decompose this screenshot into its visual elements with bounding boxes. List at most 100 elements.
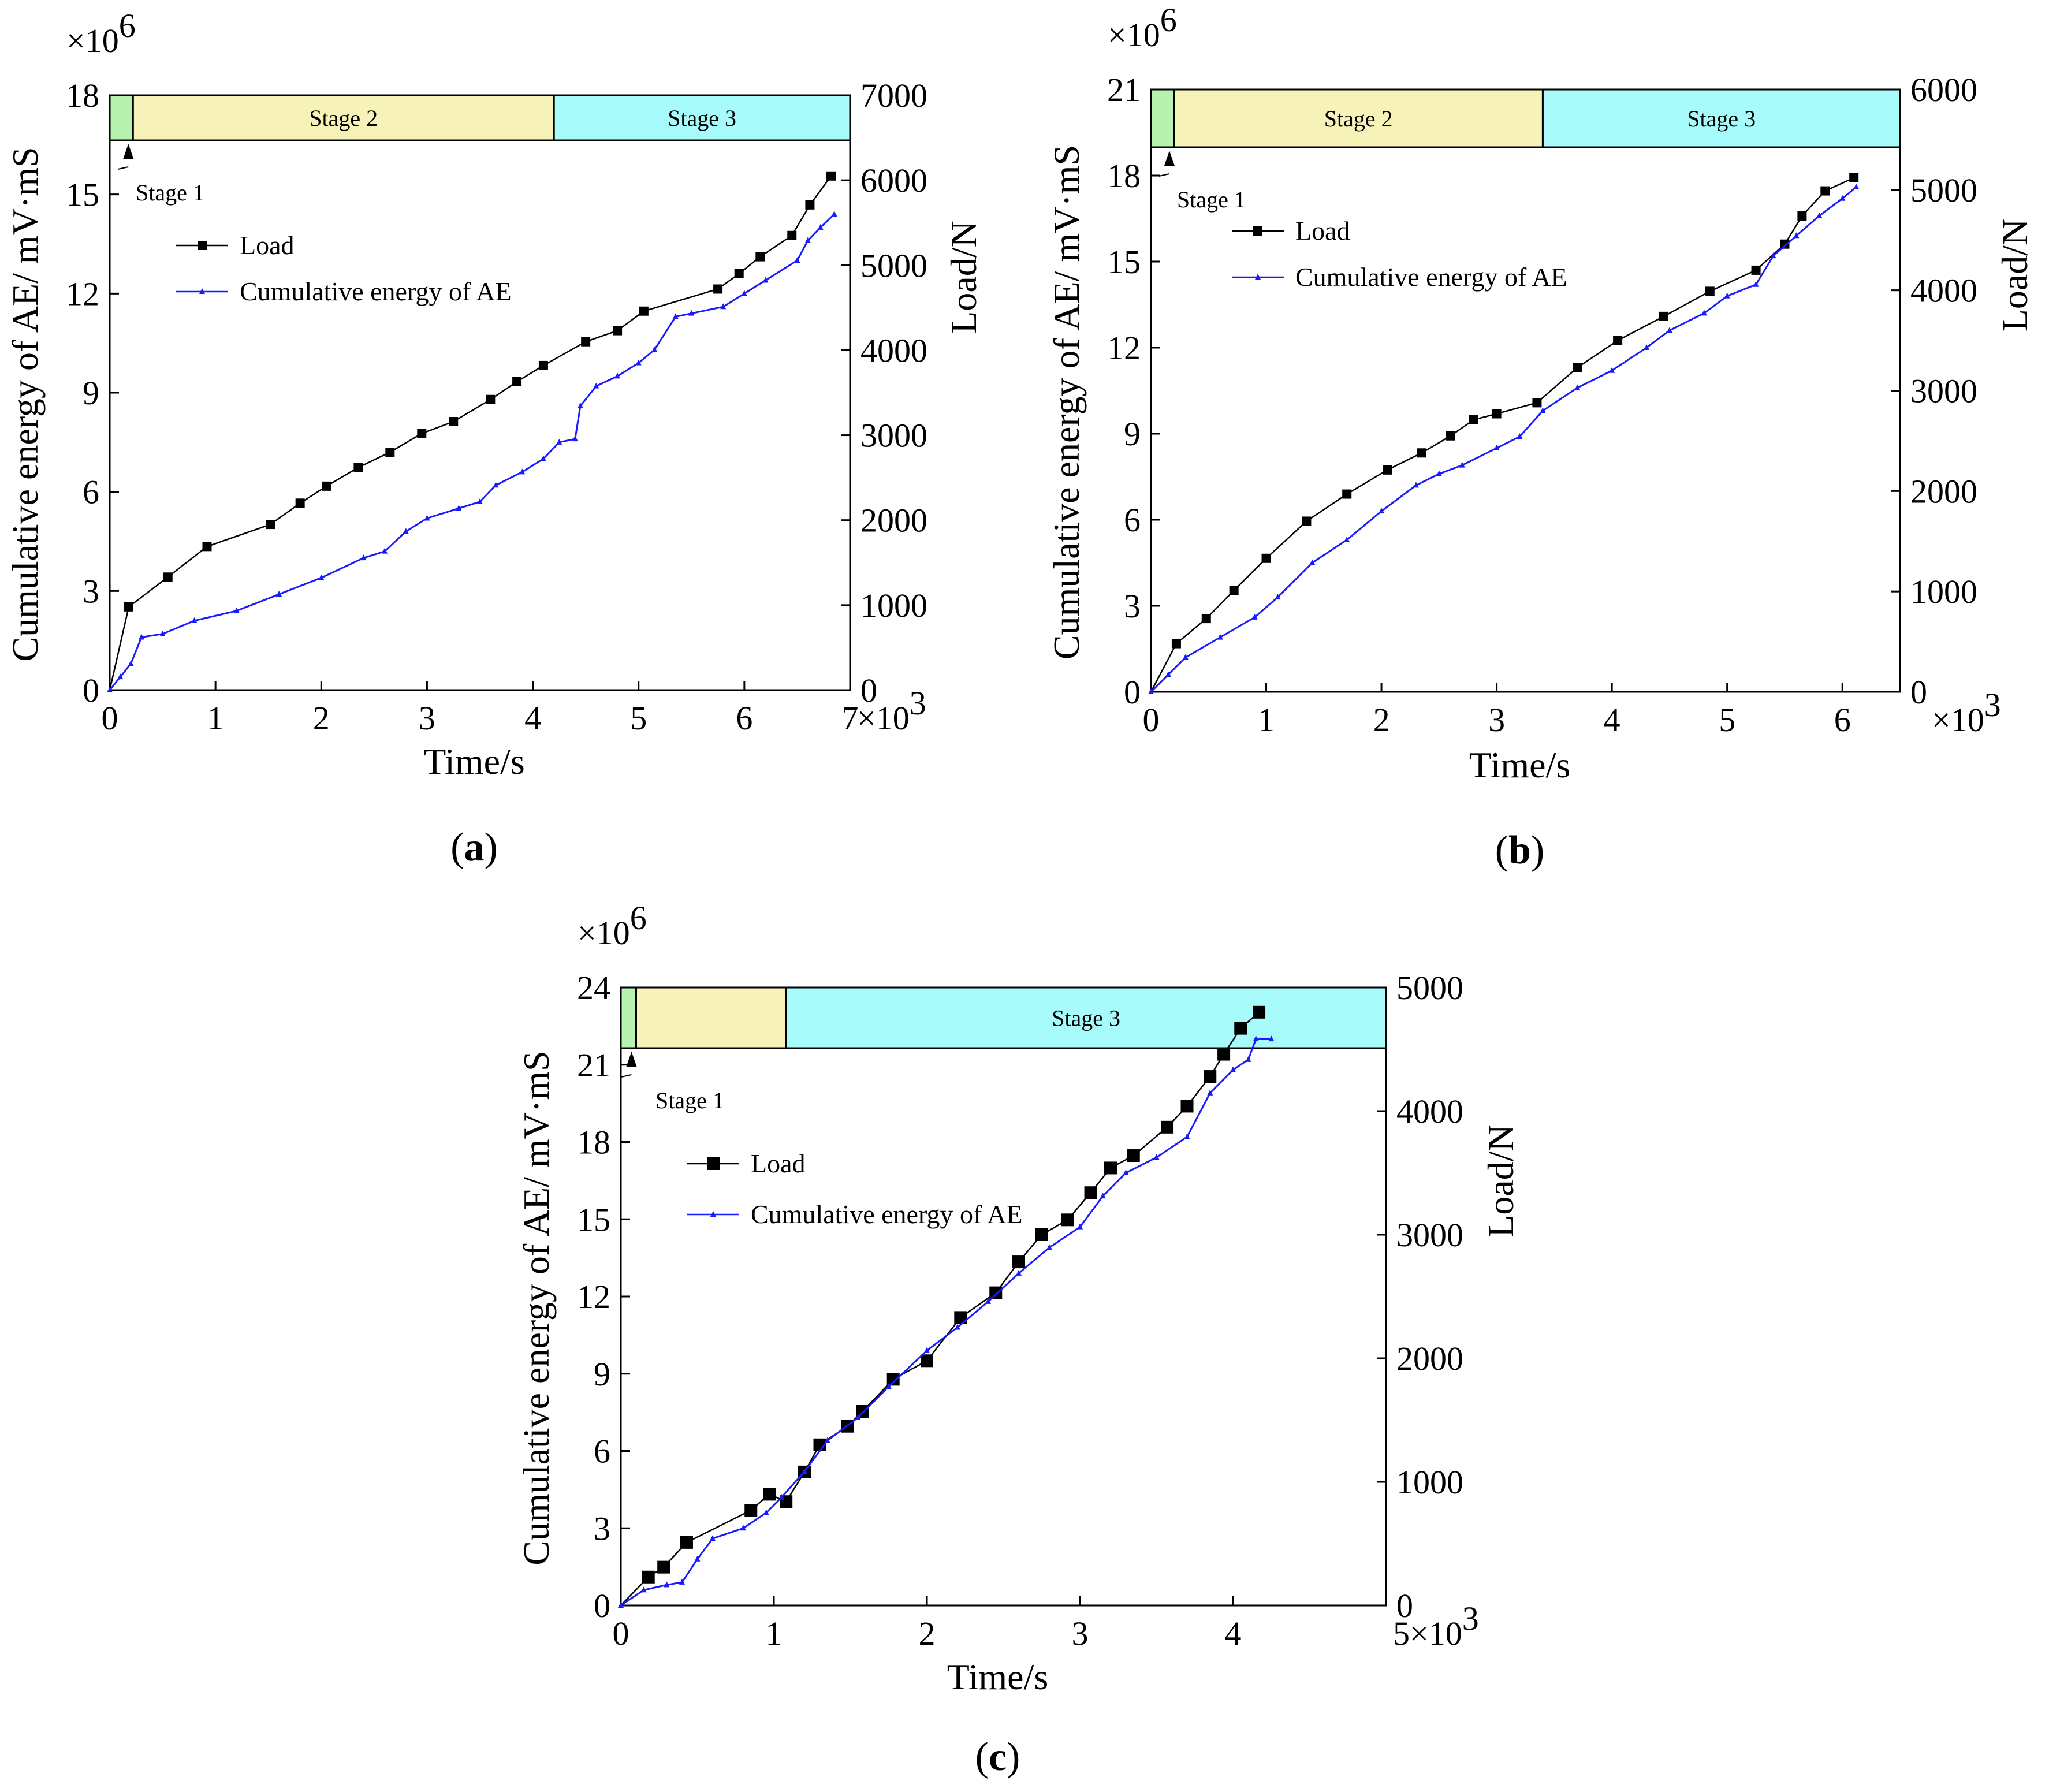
data-point-square bbox=[1204, 1070, 1217, 1083]
x-tick-label: 7 bbox=[842, 699, 859, 737]
data-point-square bbox=[1383, 465, 1392, 475]
data-point-triangle bbox=[1701, 310, 1707, 316]
y-left-tick-label: 18 bbox=[577, 1124, 610, 1161]
series-line bbox=[109, 213, 835, 691]
data-point-triangle bbox=[955, 1324, 960, 1330]
data-point-triangle bbox=[740, 1525, 746, 1531]
y-right-tick-label: 6000 bbox=[1910, 71, 1977, 109]
data-point-triangle bbox=[1666, 327, 1672, 333]
data-point-triangle bbox=[635, 359, 642, 366]
data-point-square bbox=[486, 394, 496, 404]
y-left-tick-label: 0 bbox=[83, 672, 99, 709]
data-point-triangle bbox=[1268, 1035, 1275, 1042]
data-point-square bbox=[954, 1311, 967, 1324]
y-left-tick-label: 3 bbox=[594, 1510, 610, 1547]
panel-letter: a bbox=[464, 825, 485, 870]
stage-band bbox=[553, 94, 851, 141]
y-left-tick-label: 6 bbox=[1124, 501, 1141, 539]
panel-letter: c bbox=[989, 1735, 1007, 1779]
data-point-triangle bbox=[1540, 407, 1546, 413]
data-point-triangle bbox=[778, 1493, 785, 1500]
data-point-square bbox=[1061, 1213, 1074, 1227]
stage-label: Stage 3 bbox=[1687, 106, 1756, 132]
data-point-triangle bbox=[1217, 634, 1223, 640]
data-point-square bbox=[1446, 431, 1455, 441]
x-tick-label: 0 bbox=[1143, 701, 1160, 739]
data-point-square bbox=[1234, 1022, 1247, 1035]
y-multiplier-exp: 6 bbox=[1160, 1, 1177, 39]
data-point-square bbox=[1417, 448, 1426, 458]
data-point-square bbox=[266, 520, 275, 530]
data-point-square bbox=[886, 1373, 900, 1386]
data-point-triangle bbox=[1207, 1089, 1213, 1096]
data-point-square bbox=[763, 1488, 776, 1501]
data-point-square bbox=[1261, 553, 1271, 563]
y-right-tick-label: 4000 bbox=[1910, 272, 1977, 310]
data-point-triangle bbox=[664, 1581, 670, 1588]
data-point-triangle bbox=[593, 382, 599, 389]
y-left-tick-label: 21 bbox=[1107, 71, 1141, 109]
plot-frame bbox=[620, 986, 1387, 1607]
data-point-triangle bbox=[651, 346, 658, 352]
data-point-triangle bbox=[1309, 559, 1316, 565]
data-point-square bbox=[202, 542, 212, 552]
data-point-triangle bbox=[107, 687, 113, 692]
data-point-square bbox=[1492, 409, 1502, 419]
y-right-tick-label: 3000 bbox=[1396, 1216, 1463, 1254]
data-point-triangle bbox=[1153, 1154, 1160, 1160]
y-multiplier: ×106 bbox=[66, 7, 136, 59]
data-point-square bbox=[1613, 336, 1623, 345]
legend-square-icon bbox=[198, 241, 207, 250]
data-point-triangle bbox=[477, 498, 483, 504]
y-left-tick-label: 15 bbox=[66, 176, 99, 214]
data-point-triangle bbox=[710, 1535, 716, 1541]
y-right-tick-label: 6000 bbox=[860, 162, 927, 199]
data-point-square bbox=[921, 1354, 933, 1368]
data-point-triangle bbox=[1184, 1133, 1190, 1139]
y-left-axis-label: Cumulative energy of AE/ mV·mS bbox=[516, 1050, 557, 1565]
y-right-tick-label: 2000 bbox=[1396, 1340, 1463, 1377]
data-point-triangle bbox=[233, 607, 240, 613]
data-point-triangle bbox=[804, 237, 811, 243]
x-tick-label: 6 bbox=[736, 699, 752, 737]
legend-label: Load bbox=[1295, 216, 1350, 245]
data-point-square bbox=[713, 284, 723, 294]
data-point-triangle bbox=[577, 402, 583, 408]
data-point-square bbox=[657, 1560, 670, 1574]
y-right-tick-label: 0 bbox=[860, 672, 877, 709]
legend: Load Cumulative energy of AE bbox=[687, 1149, 1023, 1229]
data-point-triangle bbox=[1123, 1169, 1129, 1175]
data-point-square bbox=[642, 1570, 655, 1584]
y-right-axis-label: Load/N bbox=[943, 221, 984, 334]
data-point-triangle bbox=[1251, 613, 1258, 620]
legend: Load Cumulative energy of AE bbox=[1232, 216, 1567, 292]
y-left-tick-label: 6 bbox=[594, 1433, 610, 1470]
x-tick-label: 2 bbox=[313, 699, 330, 737]
data-point-square bbox=[1469, 415, 1478, 424]
y-left-tick-label: 12 bbox=[66, 275, 99, 312]
stage-callout-arrow bbox=[1164, 151, 1175, 166]
data-point-triangle bbox=[618, 1602, 624, 1608]
y-right-tick-label: 1000 bbox=[1910, 573, 1977, 610]
data-point-square bbox=[1302, 516, 1312, 526]
data-point-triangle bbox=[762, 277, 769, 283]
stage-band bbox=[1173, 88, 1544, 148]
stage-label: Stage 2 bbox=[1324, 106, 1393, 132]
data-point-triangle bbox=[556, 438, 562, 445]
stage-band bbox=[1150, 88, 1175, 148]
data-point-square bbox=[417, 429, 427, 438]
data-point-square bbox=[805, 200, 815, 210]
y-multiplier: ×106 bbox=[1108, 1, 1177, 54]
x-tick-label: 0 bbox=[102, 699, 118, 737]
data-point-triangle bbox=[855, 1414, 861, 1420]
data-point-triangle bbox=[1839, 195, 1846, 201]
data-point-triangle bbox=[1609, 367, 1615, 373]
data-point-square bbox=[512, 377, 522, 386]
data-point-square bbox=[1035, 1228, 1048, 1241]
data-point-triangle bbox=[679, 1578, 685, 1585]
data-point-square bbox=[1797, 211, 1807, 221]
y-right-tick-label: 5000 bbox=[860, 247, 927, 284]
data-point-square bbox=[295, 498, 305, 508]
legend: Load Cumulative energy of AE bbox=[176, 230, 512, 306]
